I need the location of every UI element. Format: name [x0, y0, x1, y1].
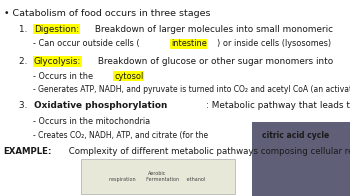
Text: 3.: 3.	[19, 101, 30, 110]
Text: - Generates ATP, NADH, and pyruvate is turned into CO₂ and acetyl CoA (an activa: - Generates ATP, NADH, and pyruvate is t…	[33, 85, 350, 94]
Text: EXAMPLE:: EXAMPLE:	[4, 147, 52, 156]
Text: Digestion:: Digestion:	[34, 24, 79, 34]
Text: 1.: 1.	[19, 24, 30, 34]
Text: citric acid cycle: citric acid cycle	[262, 131, 330, 140]
Text: Oxidative phosphorylation: Oxidative phosphorylation	[34, 101, 167, 110]
FancyBboxPatch shape	[252, 122, 350, 196]
Text: ), while con...: ), while con...	[349, 131, 350, 140]
Text: - Occurs in the mitochondria: - Occurs in the mitochondria	[33, 117, 150, 126]
Text: cytosol: cytosol	[114, 72, 143, 81]
Text: Complexity of different metabolic pathways composing cellular respiration: Complexity of different metabolic pathwa…	[66, 147, 350, 156]
Text: - Occurs in the: - Occurs in the	[33, 72, 96, 81]
Text: - Creates CO₂, NADH, ATP, and citrate (for the: - Creates CO₂, NADH, ATP, and citrate (f…	[33, 131, 211, 140]
Text: Glycolysis:: Glycolysis:	[34, 57, 81, 66]
Text: • Catabolism of food occurs in three stages: • Catabolism of food occurs in three sta…	[4, 9, 210, 18]
Text: - Can occur outside cells (: - Can occur outside cells (	[33, 39, 140, 48]
Text: Aerobic
respiration       Fermentation     ethanol: Aerobic respiration Fermentation ethanol	[109, 171, 206, 182]
Text: Breakdown of larger molecules into small monomeric: Breakdown of larger molecules into small…	[92, 24, 339, 34]
Text: intestine: intestine	[171, 39, 206, 48]
Text: Breakdown of glucose or other sugar monomers into: Breakdown of glucose or other sugar mono…	[95, 57, 333, 66]
Text: : Metabolic pathway that leads to the production of  ________________: : Metabolic pathway that leads to the pr…	[206, 101, 350, 110]
Text: ) or inside cells (lysosomes): ) or inside cells (lysosomes)	[217, 39, 331, 48]
Text: 2.: 2.	[19, 57, 30, 66]
FancyBboxPatch shape	[80, 159, 235, 194]
